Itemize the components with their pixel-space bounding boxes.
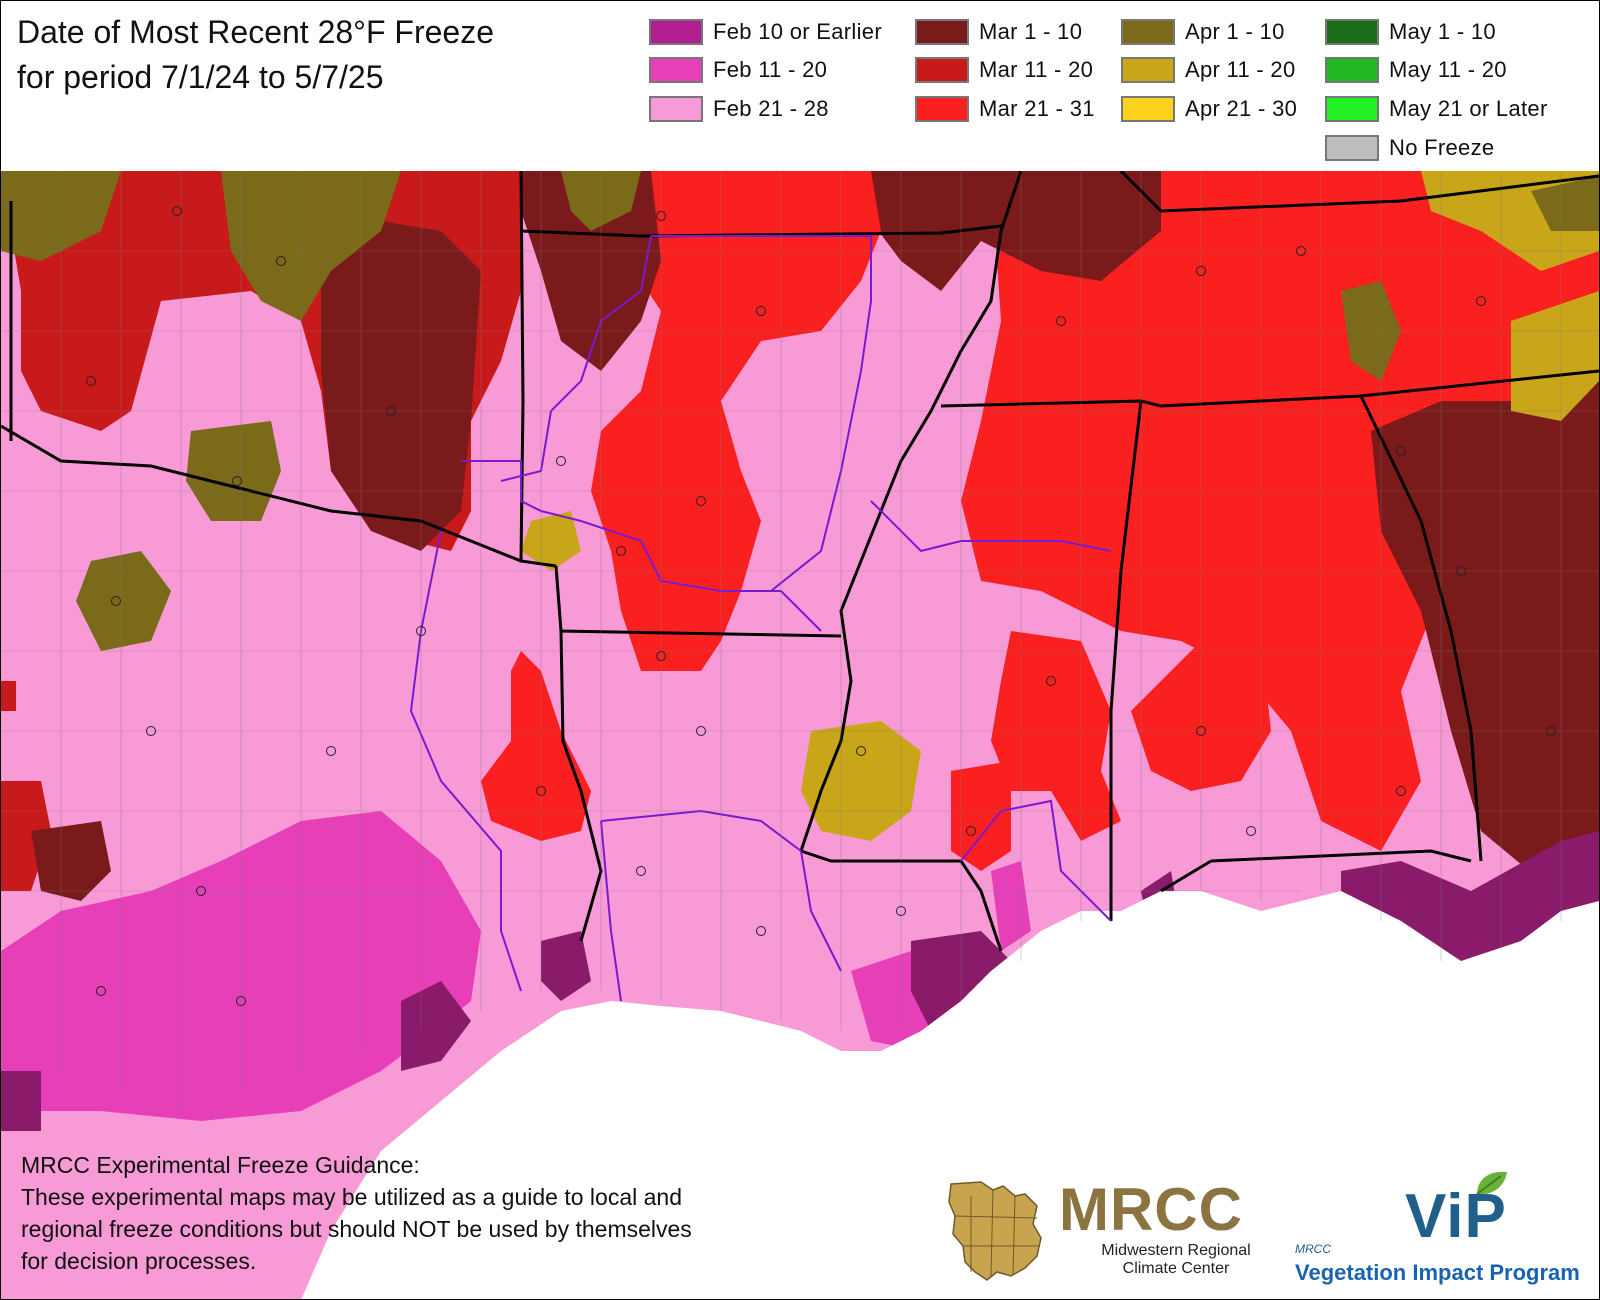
legend-item: Apr 11 - 20 <box>1121 55 1296 85</box>
disclaimer-line: for decision processes. <box>21 1248 257 1274</box>
legend-label: Mar 1 - 10 <box>979 19 1083 44</box>
map-subtitle: for period 7/1/24 to 5/7/25 <box>17 59 384 95</box>
legend-item: Feb 21 - 28 <box>649 94 829 124</box>
disclaimer: MRCC Experimental Freeze Guidance: These… <box>21 1149 881 1277</box>
region-mar-1-10 <box>521 171 661 371</box>
legend-label: May 11 - 20 <box>1389 57 1507 82</box>
mrcc-fullname-line: Climate Center <box>1122 1260 1230 1277</box>
region-mar-1-10 <box>1371 381 1599 881</box>
legend-item: Apr 21 - 30 <box>1121 94 1297 124</box>
legend-label: Apr 1 - 10 <box>1185 19 1285 44</box>
region-mar-21-31 <box>481 651 591 841</box>
gulf-of-mexico <box>301 891 1599 1299</box>
mrcc-wordmark: MRCC <box>1059 1176 1243 1243</box>
mrcc-fullname: Midwestern Regional Climate Center <box>1081 1242 1271 1278</box>
legend-swatch <box>1325 19 1379 45</box>
vip-wordmark: ViP <box>1405 1182 1507 1251</box>
legend-label: Mar 21 - 31 <box>979 96 1095 121</box>
legend-label: May 21 or Later <box>1389 96 1548 121</box>
leaf-icon <box>1476 1171 1507 1195</box>
legend-swatch <box>915 57 969 83</box>
legend: Feb 10 or Earlier Feb 11 - 20 Feb 21 - 2… <box>649 17 1599 167</box>
legend-swatch <box>649 57 703 83</box>
legend-item: Apr 1 - 10 <box>1121 17 1285 47</box>
legend-swatch <box>1325 135 1379 161</box>
region-mar-21-31 <box>951 761 1011 871</box>
legend-label: Apr 11 - 20 <box>1185 57 1296 82</box>
mrcc-fullname-line: Midwestern Regional <box>1101 1242 1251 1259</box>
legend-label: Feb 10 or Earlier <box>713 19 882 44</box>
region-apr-1-10 <box>221 171 401 321</box>
freeze-map <box>1 171 1599 1299</box>
legend-item: Mar 21 - 31 <box>915 94 1095 124</box>
region-feb-10-or-earlier <box>541 931 591 1001</box>
logos: MRCC Midwestern Regional Climate Center … <box>941 1171 1593 1296</box>
map-header: Date of Most Recent 28°F Freeze for peri… <box>1 1 1599 171</box>
legend-item: May 21 or Later <box>1325 94 1548 124</box>
legend-swatch <box>649 19 703 45</box>
vip-mrcc-mark: MRCC <box>1295 1242 1331 1256</box>
legend-swatch <box>1325 96 1379 122</box>
legend-label: Apr 21 - 30 <box>1185 96 1298 121</box>
region-mar-11-20 <box>1 681 16 711</box>
mrcc-logo: MRCC Midwestern Regional Climate Center <box>941 1176 1271 1291</box>
region-apr-11-20 <box>521 511 581 571</box>
region-feb-10-or-earlier <box>1 1071 41 1131</box>
legend-item: Mar 11 - 20 <box>915 55 1093 85</box>
region-mar-21-31 <box>591 171 881 671</box>
state-boundaries <box>1 171 1599 952</box>
region-apr-1-10 <box>186 421 281 521</box>
legend-label: Feb 21 - 28 <box>713 96 829 121</box>
legend-swatch <box>649 96 703 122</box>
legend-label: May 1 - 10 <box>1389 19 1496 44</box>
map-svg <box>1 171 1599 1299</box>
legend-label: Mar 11 - 20 <box>979 57 1094 82</box>
legend-item: May 1 - 10 <box>1325 17 1496 47</box>
legend-item: Mar 1 - 10 <box>915 17 1082 47</box>
region-apr-1-10 <box>1531 176 1599 231</box>
legend-swatch <box>1325 57 1379 83</box>
station-markers <box>86 206 1556 1006</box>
vip-logo: ViP MRCC Vegetation Impact Program <box>1293 1171 1593 1296</box>
region-feb-10-or-earlier <box>401 981 471 1071</box>
vip-fullname: Vegetation Impact Program <box>1295 1260 1580 1285</box>
disclaimer-line: regional freeze conditions but should NO… <box>21 1216 692 1242</box>
county-lines <box>1 171 1599 1111</box>
disclaimer-heading: MRCC Experimental Freeze Guidance: <box>21 1152 420 1178</box>
legend-item: Feb 10 or Earlier <box>649 17 882 47</box>
map-title: Date of Most Recent 28°F Freeze <box>17 14 494 50</box>
midwest-states-icon <box>948 1181 1042 1281</box>
legend-item: No Freeze <box>1325 133 1494 163</box>
region-mar-1-10 <box>31 821 111 901</box>
disclaimer-line: These experimental maps may be utilized … <box>21 1184 682 1210</box>
region-apr-1-10 <box>76 551 171 651</box>
legend-label: No Freeze <box>1389 135 1495 160</box>
legend-item: May 11 - 20 <box>1325 55 1507 85</box>
region-mar-21-31 <box>991 631 1121 841</box>
legend-swatch <box>915 96 969 122</box>
legend-swatch <box>1121 57 1175 83</box>
region-mar-21-31 <box>961 171 1599 851</box>
legend-item: Feb 11 - 20 <box>649 55 827 85</box>
legend-label: Feb 11 - 20 <box>713 57 828 82</box>
legend-swatch <box>915 19 969 45</box>
region-mar-1-10 <box>861 171 1161 291</box>
legend-swatch <box>1121 96 1175 122</box>
legend-swatch <box>1121 19 1175 45</box>
region-apr-11-20 <box>1511 291 1599 421</box>
